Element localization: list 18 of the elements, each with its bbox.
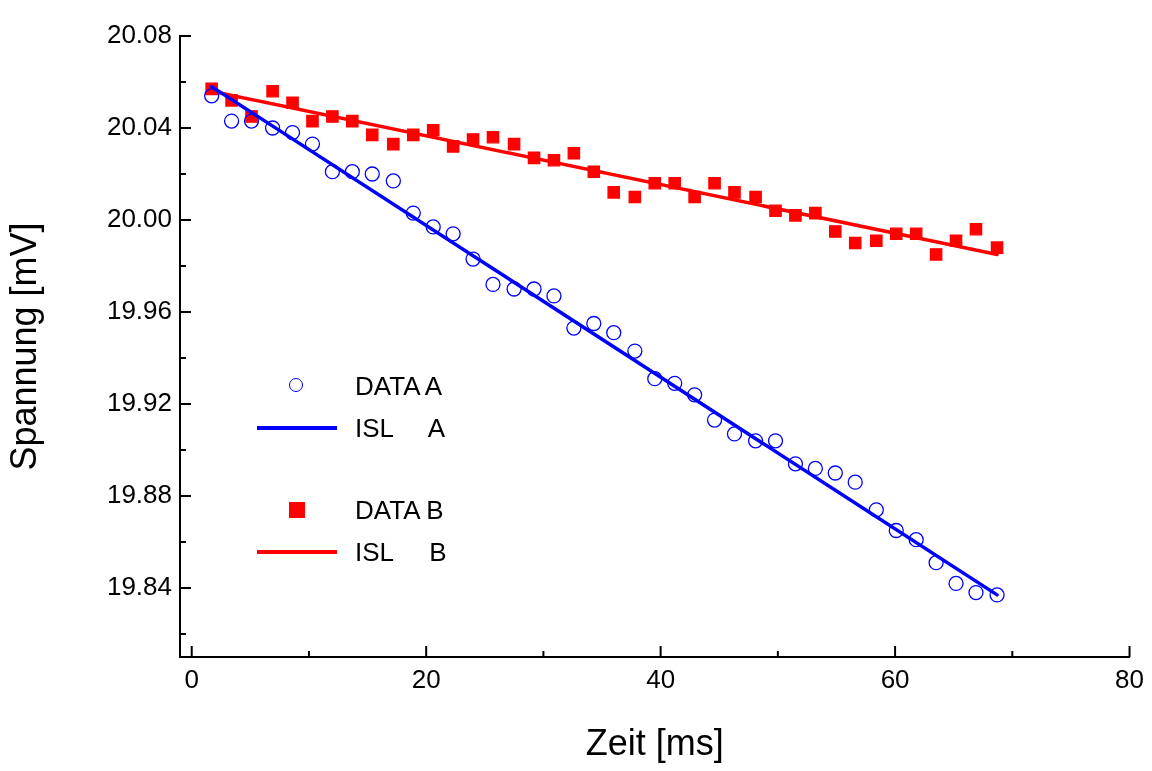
text: 20.00 bbox=[106, 203, 172, 234]
legend-label: ISL A bbox=[355, 413, 446, 443]
y-tick-label: 20.04 bbox=[106, 111, 172, 142]
legend-label: DATA B bbox=[355, 494, 444, 525]
y-axis-title: Spannung [mV] bbox=[2, 222, 44, 471]
x-tick-label: 60 bbox=[880, 663, 910, 694]
x-tick-label: 80 bbox=[1115, 663, 1144, 694]
x-tick-label: 0 bbox=[184, 663, 199, 694]
y-tick-label: 19.92 bbox=[106, 387, 172, 418]
y-tick-label: 20.08 bbox=[106, 19, 172, 50]
x-tick-label: 40 bbox=[646, 663, 676, 694]
x-tick-label: 20 bbox=[411, 663, 441, 694]
x-axis-title: Zeit [ms] bbox=[585, 722, 724, 764]
y-tick-label: 19.84 bbox=[106, 571, 172, 602]
legend-label: ISL B bbox=[355, 536, 447, 567]
legend-label: DATA A bbox=[355, 371, 443, 401]
y-tick-label: 19.96 bbox=[106, 295, 172, 326]
y-tick-label: 19.88 bbox=[106, 479, 172, 510]
